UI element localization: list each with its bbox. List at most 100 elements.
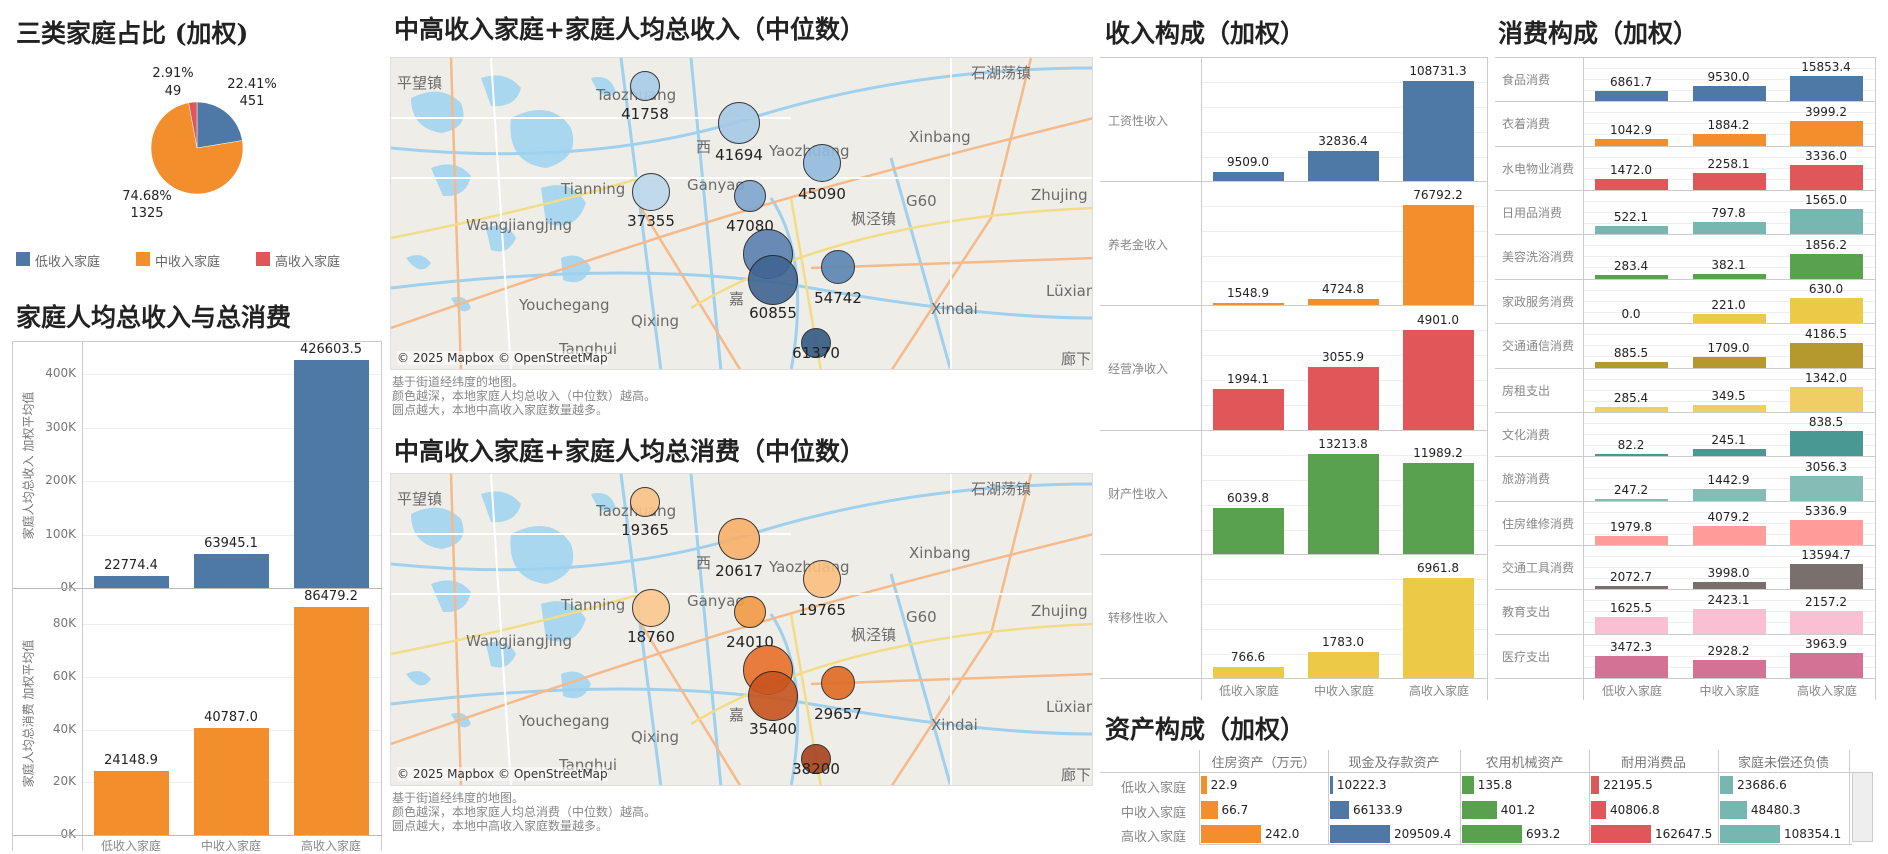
asset-bar[interactable] <box>1201 800 1218 819</box>
asset-bar[interactable] <box>1330 800 1349 819</box>
consumption-bar[interactable] <box>1692 273 1766 279</box>
income-bar[interactable] <box>1213 388 1284 430</box>
bar-low[interactable] <box>94 575 169 588</box>
consumption-bar[interactable] <box>1790 653 1863 679</box>
consumption-bar[interactable] <box>1595 453 1668 457</box>
consumption-bar[interactable] <box>1790 298 1863 324</box>
map-bubble[interactable] <box>630 487 660 517</box>
consumption-bar[interactable] <box>1595 362 1668 368</box>
bar-high[interactable] <box>294 359 369 588</box>
consumption-bar[interactable] <box>1790 431 1863 457</box>
consumption-bar[interactable] <box>1692 357 1766 368</box>
consumption-bar[interactable] <box>1595 616 1668 634</box>
asset-bar[interactable] <box>1720 776 1734 794</box>
bar-low[interactable] <box>94 771 169 835</box>
asset-bar[interactable] <box>1462 776 1474 794</box>
consumption-bar[interactable] <box>1790 386 1863 412</box>
consumption-bar[interactable] <box>1692 86 1766 102</box>
consumption-bar[interactable] <box>1595 139 1668 146</box>
consumption-bar[interactable] <box>1790 253 1863 279</box>
map-bubble[interactable] <box>748 671 798 721</box>
income-bar[interactable] <box>1403 205 1474 306</box>
map-bubble[interactable] <box>803 144 841 182</box>
pie-slice[interactable] <box>150 102 244 195</box>
asset-bar[interactable] <box>1591 776 1600 794</box>
bar-high[interactable] <box>294 607 369 835</box>
consumption-bar[interactable] <box>1595 498 1668 501</box>
consumption-bar[interactable] <box>1595 179 1668 191</box>
consumption-bar[interactable] <box>1692 659 1766 679</box>
consumption-bar[interactable] <box>1692 448 1766 457</box>
scrollbar[interactable] <box>1852 772 1873 842</box>
consumption-bar[interactable] <box>1692 173 1766 191</box>
asset-bar[interactable] <box>1720 800 1747 819</box>
income-bar[interactable] <box>1403 463 1474 554</box>
consumption-bar[interactable] <box>1790 519 1863 545</box>
asset-bar[interactable] <box>1201 825 1261 843</box>
consumption-bar[interactable] <box>1595 535 1668 545</box>
map-income[interactable]: 平望镇Taozhuang石湖荡镇XinbangYaozhuangG60Zhuji… <box>390 57 1093 370</box>
income-bar[interactable] <box>1403 81 1474 182</box>
map-bubble[interactable] <box>821 250 855 284</box>
map-bubble[interactable] <box>734 596 766 628</box>
income-bar[interactable] <box>1213 303 1284 306</box>
income-bar[interactable] <box>1213 172 1284 182</box>
consumption-bar[interactable] <box>1790 209 1863 235</box>
map-bubble[interactable] <box>801 328 831 358</box>
income-bar[interactable] <box>1213 666 1284 678</box>
map-bubble[interactable] <box>821 666 855 700</box>
consumption-bar[interactable] <box>1692 314 1766 324</box>
consumption-bar[interactable] <box>1790 120 1863 146</box>
asset-bar[interactable] <box>1720 825 1780 843</box>
consumption-bar[interactable] <box>1595 274 1668 279</box>
consumption-bar[interactable] <box>1692 581 1766 590</box>
income-bar[interactable] <box>1403 329 1474 430</box>
consumption-bar[interactable] <box>1790 564 1863 590</box>
consumption-bar[interactable] <box>1692 525 1766 545</box>
consumption-bar[interactable] <box>1595 585 1668 590</box>
consumption-bar[interactable] <box>1692 608 1766 634</box>
asset-bar[interactable] <box>1462 800 1497 819</box>
income-bar[interactable] <box>1403 578 1474 678</box>
bar-mid[interactable] <box>194 727 269 835</box>
asset-bar[interactable] <box>1591 800 1607 819</box>
consumption-bar[interactable] <box>1595 656 1668 679</box>
consumption-bar[interactable] <box>1692 221 1766 235</box>
income-bar[interactable] <box>1308 453 1379 554</box>
consumption-bar[interactable] <box>1790 475 1863 501</box>
map-attribution[interactable]: © 2025 Mapbox © OpenStreetMap <box>397 351 608 365</box>
consumption-bar[interactable] <box>1692 488 1766 501</box>
map-bubble[interactable] <box>801 744 831 774</box>
consumption-bar[interactable] <box>1790 165 1863 191</box>
map-bubble[interactable] <box>632 173 670 211</box>
consumption-bar[interactable] <box>1692 405 1766 412</box>
asset-bar[interactable] <box>1201 776 1207 794</box>
pie-slice[interactable] <box>188 101 198 149</box>
pie-slice[interactable] <box>196 101 243 149</box>
consumption-bar[interactable] <box>1790 342 1863 368</box>
consumption-bar[interactable] <box>1595 406 1668 412</box>
consumption-bar[interactable] <box>1790 76 1863 102</box>
asset-bar[interactable] <box>1462 825 1522 843</box>
consumption-bar[interactable] <box>1692 133 1766 146</box>
map-bubble[interactable] <box>718 518 760 560</box>
income-bar[interactable] <box>1308 299 1379 306</box>
income-bar[interactable] <box>1308 151 1379 182</box>
map-bubble[interactable] <box>803 560 841 598</box>
map-spending[interactable]: 平望镇Taozhuang石湖荡镇XinbangYaozhuangG60Zhuji… <box>390 473 1093 786</box>
map-bubble[interactable] <box>632 589 670 627</box>
map-bubble[interactable] <box>734 180 766 212</box>
map-bubble[interactable] <box>630 71 660 101</box>
map-attribution[interactable]: © 2025 Mapbox © OpenStreetMap <box>397 767 608 781</box>
map-bubble[interactable] <box>718 102 760 144</box>
asset-bar[interactable] <box>1330 776 1333 794</box>
income-bar[interactable] <box>1213 508 1284 554</box>
consumption-bar[interactable] <box>1790 611 1863 634</box>
map-bubble[interactable] <box>748 255 798 305</box>
consumption-bar[interactable] <box>1595 226 1668 235</box>
bar-mid[interactable] <box>194 553 269 588</box>
income-bar[interactable] <box>1308 367 1379 430</box>
asset-bar[interactable] <box>1591 825 1651 843</box>
income-bar[interactable] <box>1308 652 1379 678</box>
consumption-bar[interactable] <box>1595 90 1668 102</box>
